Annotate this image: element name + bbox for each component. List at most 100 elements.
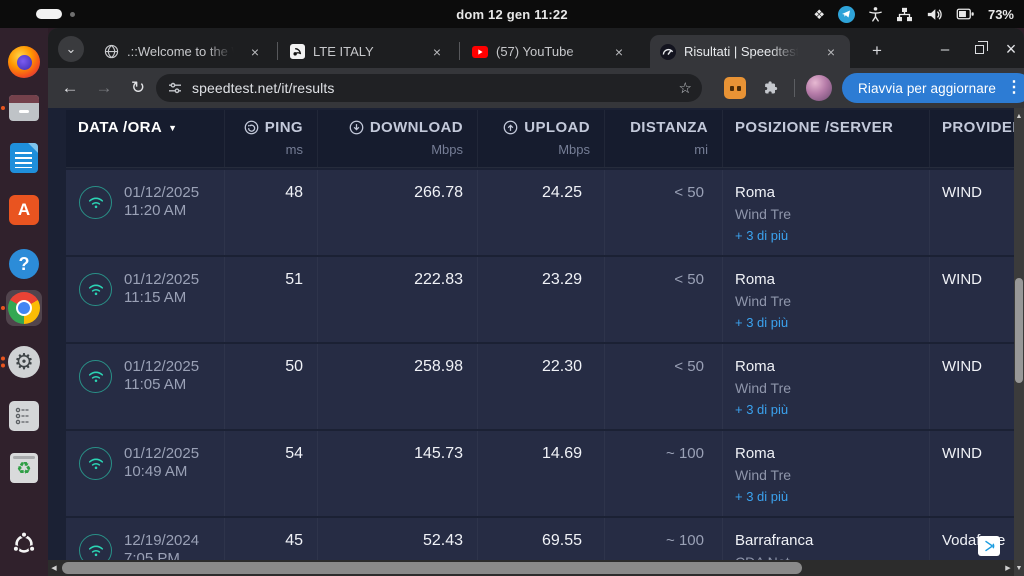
result-row[interactable]: 01/12/2025 11:20 AM 48 266.78 24.25 < 50 … [66, 170, 1014, 255]
server-city: Roma [735, 445, 776, 462]
tab-title: .::Welcome to the W [127, 44, 237, 59]
vertical-scrollbar-thumb[interactable] [1015, 278, 1023, 383]
tab-title: Risultati | Speedtest [684, 44, 800, 59]
battery-icon[interactable] [956, 7, 975, 21]
restore-button[interactable] [966, 36, 992, 62]
workspace-indicator[interactable] [36, 9, 75, 19]
new-tab-button[interactable]: + [872, 41, 882, 60]
kebab-menu-icon[interactable]: ⋮ [1006, 79, 1023, 96]
dock-item-files[interactable] [1, 90, 42, 126]
server-name: Wind Tre [735, 206, 792, 222]
scroll-left-icon[interactable]: ◀ [51, 565, 57, 572]
download-icon [349, 120, 364, 135]
close-icon[interactable]: × [614, 43, 624, 60]
column-header-upload[interactable]: UPLOAD Mbps [478, 110, 605, 167]
column-header-provider[interactable]: PROVIDER [930, 110, 1014, 167]
result-date: 12/19/2024 [124, 532, 200, 549]
bookmark-star-icon[interactable]: ☆ [678, 80, 692, 97]
tab-title: LTE ITALY [313, 44, 374, 59]
download-value: 258.98 [414, 358, 463, 375]
column-header-position[interactable]: POSIZIONE /SERVER [723, 110, 930, 167]
adchoices-icon[interactable] [978, 536, 1000, 556]
ping-icon [244, 120, 259, 135]
more-results-link[interactable]: + 3 di più [735, 402, 789, 417]
upload-value: 24.25 [541, 184, 582, 201]
dock-item-trash[interactable]: ♻ [6, 450, 42, 486]
site-settings-icon[interactable] [168, 81, 182, 95]
youtube-icon [472, 45, 488, 58]
vertical-scrollbar[interactable]: ▲ ▼ [1014, 108, 1024, 576]
dock-item-libreoffice-writer[interactable] [6, 140, 42, 176]
network-icon[interactable] [896, 7, 913, 22]
result-row[interactable]: 01/12/2025 10:49 AM 54 145.73 14.69 ~ 100… [66, 431, 1014, 516]
workspace-dot[interactable] [70, 11, 75, 17]
tab-speedtest-active[interactable]: Risultati | Speedtest × [650, 35, 850, 68]
back-button[interactable]: ← [61, 78, 79, 97]
system-tray[interactable]: ❖ [813, 0, 1014, 28]
close-icon[interactable]: × [250, 43, 260, 60]
scroll-up-icon[interactable]: ▲ [1015, 112, 1023, 120]
result-time: 11:20 AM [124, 202, 187, 219]
more-results-link[interactable]: + 3 di più [735, 489, 789, 504]
column-header-distance[interactable]: DISTANZA mi [605, 110, 723, 167]
extensions-puzzle-icon[interactable] [760, 77, 782, 99]
result-row[interactable]: 01/12/2025 11:05 AM 50 258.98 22.30 < 50 … [66, 344, 1014, 429]
tab-lte-italy[interactable]: LTE ITALY × [280, 35, 456, 68]
ping-value: 54 [285, 445, 303, 462]
scroll-right-icon[interactable]: ▶ [1005, 565, 1011, 572]
signal-icon [290, 44, 305, 59]
reload-button[interactable]: ↻ [130, 78, 146, 97]
download-value: 52.43 [422, 532, 463, 549]
battery-percentage: 73% [987, 6, 1014, 22]
dock-item-firefox[interactable] [6, 44, 42, 80]
clock[interactable]: dom 12 gen 11:22 [456, 6, 568, 22]
dock-item-chrome[interactable] [1, 290, 42, 326]
provider-value: WIND [942, 445, 982, 462]
tab-search-button[interactable]: ⌄ [58, 36, 84, 62]
dock-item-utility[interactable] [6, 398, 42, 434]
tab-youtube[interactable]: (57) YouTube × [462, 35, 638, 68]
forward-button[interactable]: → [95, 78, 113, 97]
horizontal-scrollbar-thumb[interactable] [62, 562, 802, 574]
dock: A ? ⚙ ♻ [0, 28, 48, 576]
telegram-icon[interactable] [837, 5, 855, 23]
relaunch-to-update-button[interactable]: Riavvia per aggiornare ⋮ [842, 73, 1024, 103]
more-results-link[interactable]: + 3 di più [735, 315, 789, 330]
scroll-down-icon[interactable]: ▼ [1015, 564, 1023, 572]
accessibility-icon[interactable] [868, 6, 883, 23]
upload-value: 69.55 [541, 532, 582, 549]
minimize-button[interactable]: – [940, 40, 950, 58]
dock-item-ubuntu-software[interactable]: A [6, 192, 42, 228]
tab-strip: ⌄ .::Welcome to the W × [48, 28, 1024, 68]
column-header-download[interactable]: DOWNLOAD Mbps [318, 110, 478, 167]
horizontal-scrollbar[interactable]: ◀ ▶ [48, 560, 1014, 576]
active-workspace-pill[interactable] [36, 9, 62, 19]
restore-icon [974, 41, 988, 54]
dock-item-help[interactable]: ? [6, 246, 42, 282]
dropbox-icon[interactable]: ❖ [813, 6, 825, 22]
trash-icon: ♻ [10, 453, 38, 483]
url-text[interactable]: speedtest.net/it/results [192, 80, 335, 96]
more-results-link[interactable]: + 3 di più [735, 228, 789, 243]
close-window-button[interactable]: × [1005, 38, 1017, 59]
column-header-date[interactable]: DATA /ORA ▼ [66, 110, 225, 167]
provider-value: WIND [942, 184, 982, 201]
result-row[interactable]: 01/12/2025 11:15 AM 51 222.83 23.29 < 50 … [66, 257, 1014, 342]
chrome-icon [8, 292, 40, 324]
results-table: DATA /ORA ▼ PING ms DOWNLOAD Mbps UPLOAD … [66, 110, 1014, 576]
upload-value: 22.30 [541, 358, 582, 375]
volume-icon[interactable] [926, 7, 943, 22]
profile-avatar[interactable] [806, 75, 832, 101]
close-icon[interactable]: × [826, 43, 836, 60]
result-time: 10:49 AM [124, 463, 188, 480]
tab-welcome[interactable]: .::Welcome to the W × [94, 35, 274, 68]
close-icon[interactable]: × [432, 43, 442, 60]
dock-item-settings[interactable]: ⚙ [1, 344, 42, 380]
globe-icon [104, 44, 119, 59]
result-time: 11:15 AM [124, 289, 187, 306]
address-bar[interactable]: speedtest.net/it/results ☆ [156, 74, 702, 102]
column-header-ping[interactable]: PING ms [225, 110, 318, 167]
dock-item-show-apps[interactable] [6, 528, 42, 564]
extension-tampermonkey-icon[interactable] [724, 77, 746, 99]
